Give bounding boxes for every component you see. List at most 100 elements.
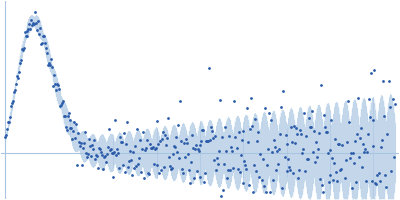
- Point: [48, 57, 54, 60]
- Point: [140, 131, 146, 134]
- Point: [120, 164, 126, 167]
- Point: [267, 191, 273, 194]
- Point: [329, 156, 336, 159]
- Point: [6, 120, 12, 123]
- Point: [386, 80, 392, 83]
- Point: [204, 140, 210, 143]
- Point: [213, 168, 219, 172]
- Point: [98, 150, 104, 153]
- Point: [309, 110, 315, 113]
- Point: [86, 138, 92, 141]
- Point: [208, 126, 214, 129]
- Point: [47, 64, 53, 67]
- Point: [276, 132, 283, 135]
- Point: [20, 47, 27, 50]
- Point: [279, 89, 286, 93]
- Point: [180, 172, 186, 175]
- Point: [197, 143, 204, 147]
- Point: [18, 58, 24, 61]
- Point: [51, 74, 57, 77]
- Point: [71, 120, 78, 123]
- Point: [345, 99, 351, 103]
- Point: [80, 146, 86, 150]
- Point: [49, 66, 55, 69]
- Point: [53, 89, 59, 92]
- Point: [316, 132, 322, 135]
- Point: [303, 134, 309, 137]
- Point: [165, 117, 172, 120]
- Point: [234, 146, 240, 150]
- Point: [323, 130, 330, 133]
- Point: [148, 146, 154, 149]
- Point: [236, 130, 242, 133]
- Point: [25, 28, 32, 31]
- Point: [308, 125, 314, 129]
- Point: [58, 104, 64, 107]
- Point: [26, 22, 33, 26]
- Point: [32, 10, 38, 13]
- Point: [282, 134, 289, 137]
- Point: [161, 165, 168, 169]
- Point: [58, 102, 65, 105]
- Point: [169, 166, 175, 169]
- Point: [368, 180, 375, 183]
- Point: [313, 141, 319, 144]
- Point: [314, 155, 320, 158]
- Point: [72, 136, 78, 139]
- Point: [342, 176, 348, 179]
- Point: [236, 171, 243, 174]
- Point: [126, 159, 132, 162]
- Point: [142, 148, 148, 151]
- Point: [19, 48, 26, 52]
- Point: [324, 151, 331, 155]
- Point: [364, 133, 371, 136]
- Point: [370, 144, 377, 147]
- Point: [76, 140, 82, 143]
- Point: [136, 156, 142, 159]
- Point: [124, 120, 130, 123]
- Point: [28, 19, 34, 22]
- Point: [45, 63, 51, 66]
- Point: [299, 152, 305, 155]
- Point: [249, 124, 256, 127]
- Point: [73, 123, 80, 126]
- Point: [360, 143, 366, 146]
- Point: [292, 142, 298, 145]
- Point: [219, 135, 225, 138]
- Point: [67, 119, 74, 122]
- Point: [354, 132, 360, 136]
- Point: [90, 148, 96, 151]
- Point: [70, 130, 77, 133]
- Point: [46, 62, 52, 65]
- Point: [322, 125, 328, 128]
- Point: [163, 144, 170, 147]
- Point: [38, 42, 44, 45]
- Point: [4, 127, 10, 130]
- Point: [84, 155, 90, 158]
- Point: [24, 34, 31, 37]
- Point: [217, 98, 223, 101]
- Point: [362, 179, 369, 183]
- Point: [93, 153, 99, 156]
- Point: [307, 125, 313, 128]
- Point: [94, 154, 100, 157]
- Point: [261, 185, 267, 188]
- Point: [332, 137, 338, 140]
- Point: [331, 162, 338, 165]
- Point: [131, 167, 137, 170]
- Point: [264, 163, 270, 166]
- Point: [81, 141, 87, 145]
- Point: [196, 175, 203, 178]
- Point: [371, 69, 378, 72]
- Point: [287, 168, 294, 172]
- Point: [366, 115, 373, 119]
- Point: [10, 90, 17, 94]
- Point: [9, 101, 15, 104]
- Point: [22, 34, 29, 37]
- Point: [270, 178, 276, 182]
- Point: [88, 154, 94, 157]
- Point: [259, 179, 265, 182]
- Point: [92, 157, 98, 160]
- Point: [192, 147, 198, 151]
- Point: [23, 30, 30, 33]
